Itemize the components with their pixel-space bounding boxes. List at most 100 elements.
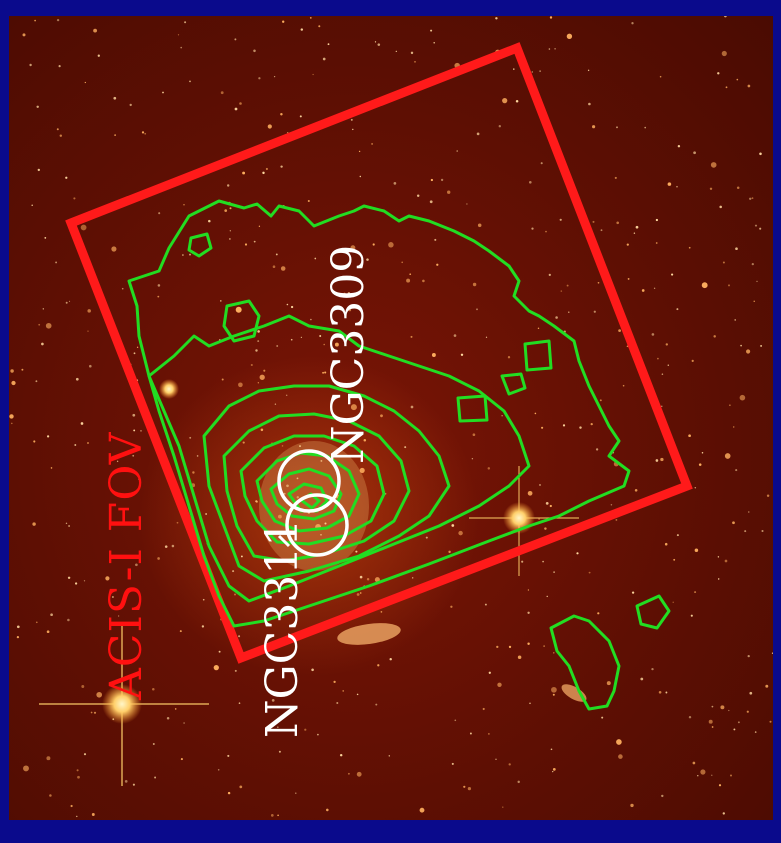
star bbox=[592, 125, 596, 129]
star bbox=[721, 50, 727, 57]
star bbox=[720, 705, 725, 710]
star bbox=[597, 281, 600, 284]
contour-3 bbox=[202, 384, 451, 583]
star bbox=[299, 115, 302, 118]
star bbox=[430, 178, 434, 182]
sky-overlay bbox=[9, 16, 773, 818]
star bbox=[709, 187, 713, 191]
star bbox=[502, 806, 504, 808]
star bbox=[498, 125, 501, 128]
star bbox=[529, 702, 531, 705]
star bbox=[144, 132, 147, 135]
star bbox=[653, 287, 656, 289]
star bbox=[180, 46, 183, 49]
star bbox=[255, 500, 258, 503]
star bbox=[318, 25, 321, 28]
star bbox=[616, 739, 622, 745]
star bbox=[184, 21, 187, 24]
star bbox=[282, 20, 285, 23]
star bbox=[746, 710, 749, 713]
star bbox=[375, 703, 378, 706]
star bbox=[593, 310, 596, 313]
star bbox=[566, 284, 569, 287]
star bbox=[34, 19, 36, 22]
star bbox=[262, 171, 265, 175]
star bbox=[673, 558, 676, 561]
star bbox=[501, 415, 503, 417]
star bbox=[83, 580, 86, 582]
star bbox=[189, 436, 192, 439]
star bbox=[576, 552, 579, 555]
star bbox=[749, 691, 753, 695]
star bbox=[713, 335, 716, 338]
star bbox=[179, 630, 182, 633]
star bbox=[348, 308, 352, 312]
star bbox=[554, 47, 556, 50]
star bbox=[496, 645, 499, 649]
star bbox=[244, 243, 248, 246]
sky-field: ACIS-I FOV NGC3311 NGC3309 bbox=[9, 16, 773, 820]
star bbox=[77, 775, 80, 779]
star bbox=[729, 404, 731, 406]
star bbox=[665, 691, 668, 694]
star bbox=[735, 247, 738, 251]
star bbox=[539, 484, 541, 486]
star bbox=[347, 292, 351, 295]
xray-contours bbox=[127, 199, 671, 711]
star bbox=[350, 118, 353, 121]
star bbox=[296, 477, 299, 480]
star bbox=[29, 63, 32, 67]
star bbox=[133, 429, 136, 432]
star bbox=[688, 246, 691, 249]
star bbox=[688, 715, 692, 719]
star bbox=[388, 242, 394, 248]
star bbox=[257, 382, 259, 384]
star bbox=[220, 91, 224, 95]
star bbox=[422, 279, 425, 283]
star bbox=[651, 333, 655, 336]
star bbox=[527, 490, 533, 496]
star bbox=[633, 232, 636, 234]
star bbox=[50, 467, 53, 469]
star bbox=[761, 529, 764, 533]
star bbox=[334, 342, 339, 347]
star bbox=[719, 205, 722, 209]
star bbox=[630, 803, 634, 808]
star bbox=[281, 445, 284, 447]
star bbox=[655, 242, 658, 244]
star bbox=[265, 167, 268, 171]
star bbox=[458, 530, 463, 536]
star bbox=[327, 43, 330, 46]
star bbox=[732, 521, 735, 525]
star bbox=[697, 775, 699, 777]
star bbox=[599, 399, 602, 402]
star bbox=[531, 71, 534, 73]
star bbox=[659, 75, 662, 78]
star bbox=[588, 571, 591, 574]
star bbox=[343, 292, 346, 295]
star bbox=[388, 755, 391, 757]
star bbox=[660, 457, 664, 462]
star bbox=[559, 218, 562, 221]
star bbox=[728, 284, 730, 287]
star bbox=[129, 103, 132, 107]
star bbox=[141, 131, 145, 134]
star bbox=[208, 219, 211, 223]
star bbox=[717, 578, 720, 580]
star bbox=[238, 382, 243, 388]
star bbox=[105, 576, 110, 581]
star bbox=[551, 686, 557, 693]
star bbox=[117, 615, 120, 617]
star bbox=[701, 452, 704, 454]
star bbox=[274, 403, 277, 405]
star bbox=[240, 555, 243, 558]
star bbox=[269, 610, 271, 612]
star bbox=[469, 732, 472, 735]
star bbox=[451, 524, 455, 527]
star bbox=[280, 113, 283, 116]
star bbox=[665, 343, 668, 346]
contour-blob-b bbox=[187, 232, 213, 258]
star bbox=[590, 422, 593, 426]
star bbox=[616, 126, 618, 129]
star bbox=[300, 28, 304, 31]
